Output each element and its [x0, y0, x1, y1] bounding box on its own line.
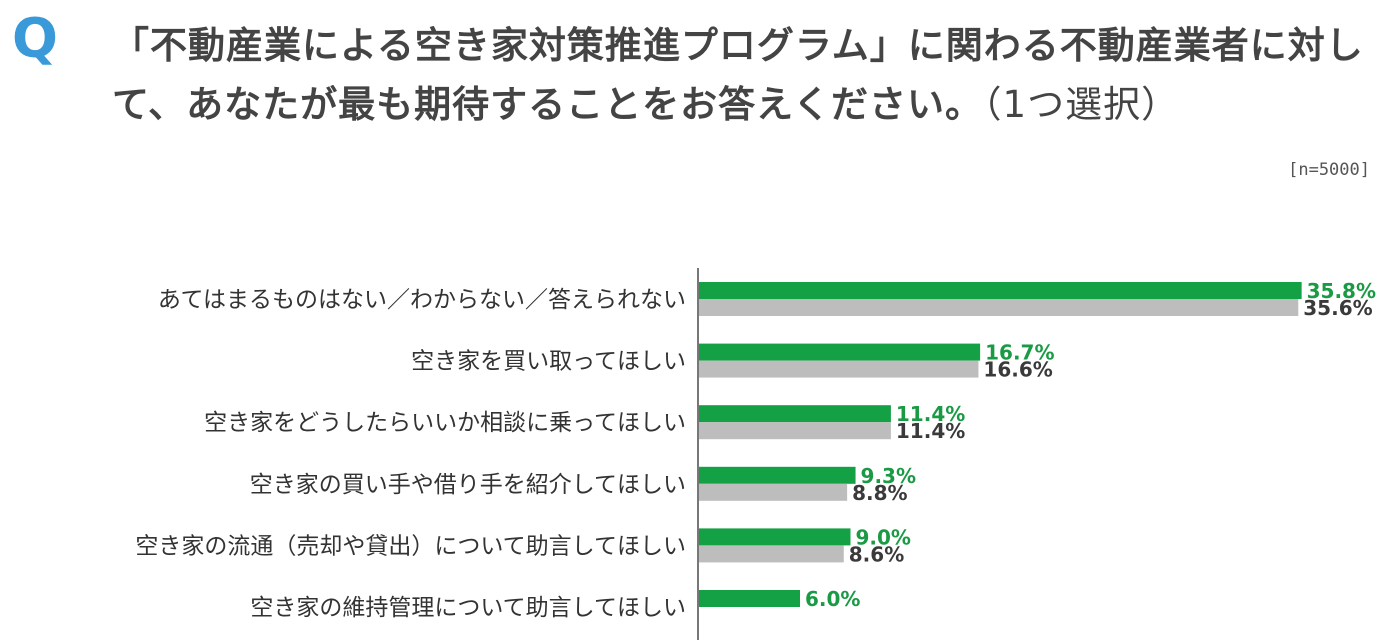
bar-series-b — [699, 483, 848, 501]
question-sub: （1つ選択） — [983, 83, 1180, 126]
bar-series-a — [699, 528, 851, 546]
bars — [699, 282, 1302, 607]
data-label: 8.6% — [849, 542, 904, 566]
data-label: 11.4% — [896, 419, 965, 443]
question-main: 「不動産業による空き家対策推進プログラム」に関わる不動産業者に対して、あなたが最… — [112, 24, 1364, 126]
bar-series-b — [699, 422, 891, 440]
bar-series-a — [699, 405, 891, 423]
data-label: 9.3% — [861, 464, 916, 488]
bar-series-b — [699, 545, 844, 563]
category-labels: あてはまるものはない／わからない／答えられない空き家を買い取ってほしい空き家をど… — [135, 287, 686, 621]
sample-size: [n=5000] — [1288, 160, 1370, 180]
data-label: 35.8% — [1307, 279, 1376, 303]
category-label: 空き家の流通（売却や貸出）について助言してほしい — [135, 533, 686, 559]
category-label: あてはまるものはない／わからない／答えられない — [158, 287, 686, 313]
question-mark-q: Q — [12, 7, 58, 70]
question-text: 「不動産業による空き家対策推進プログラム」に関わる不動産業者に対して、あなたが最… — [112, 16, 1372, 134]
data-label: 16.6% — [983, 358, 1052, 382]
bar-series-b — [699, 299, 1299, 316]
category-label: 空き家をどうしたらいいか相談に乗ってほしい — [204, 410, 686, 436]
category-label: 空き家を買い取ってほしい — [411, 349, 686, 375]
data-label: 8.8% — [852, 481, 907, 505]
value-labels: 35.8%35.6% 16.7%16.6% 11.4%11.4% 9.3%8.8% 9.… — [805, 279, 1376, 611]
data-label: 35.6% — [1303, 296, 1372, 320]
bar-series-a — [699, 282, 1302, 299]
bar-series-a — [699, 590, 800, 607]
bar-series-a — [699, 343, 981, 361]
data-label: 11.4% — [896, 402, 965, 426]
bar-series-a — [699, 466, 856, 484]
category-label: 空き家の維持管理について助言してほしい — [250, 595, 686, 621]
bar-series-b — [699, 360, 979, 378]
category-label: 空き家の買い手や借り手を紹介してほしい — [250, 472, 686, 498]
data-label: 16.7% — [985, 341, 1054, 365]
data-label: 9.0% — [856, 525, 911, 549]
data-label: 6.0% — [805, 587, 860, 611]
